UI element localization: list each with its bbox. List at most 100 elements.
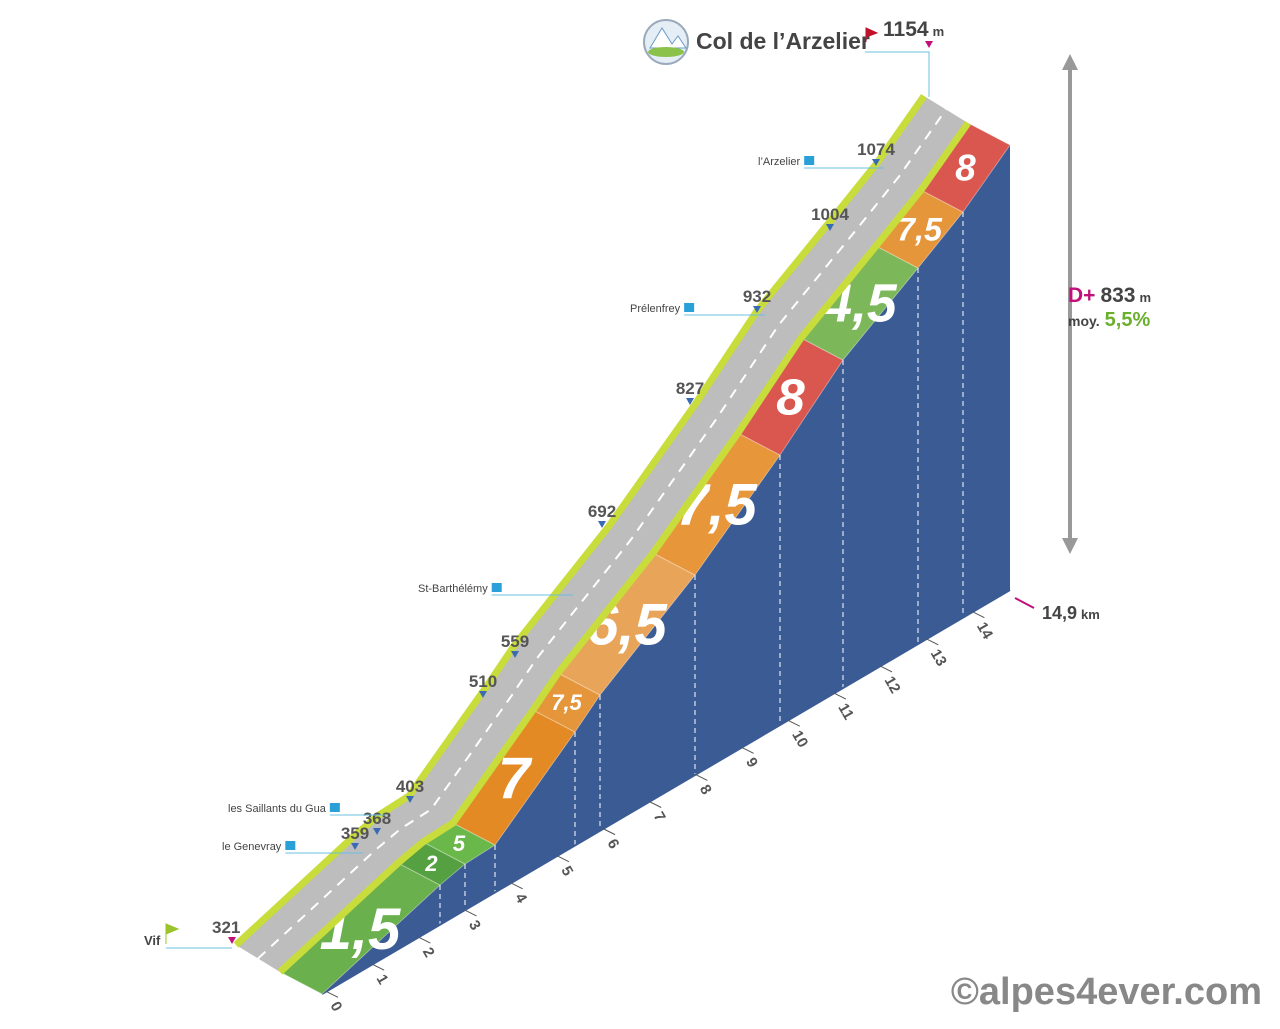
place-icon: [684, 303, 695, 312]
average-label: moy.: [1068, 313, 1100, 329]
km-tick: [556, 855, 570, 863]
km-label: 7: [650, 809, 669, 825]
km-tick: [648, 801, 662, 808]
km-tick: [787, 719, 800, 727]
waypoint-marker: [598, 521, 606, 528]
km-tick: [879, 665, 893, 673]
summit-marker: [925, 41, 933, 48]
waypoint-altitude: 403: [396, 777, 424, 796]
waypoint-marker: [406, 796, 414, 803]
km-label: 14: [973, 619, 996, 643]
waypoint-name: les Saillants du Gua: [228, 803, 327, 815]
road-centre: [257, 108, 947, 960]
km-label: 5: [557, 863, 576, 879]
waypoint-altitude: 1004: [811, 205, 849, 224]
km-label: 12: [881, 673, 904, 696]
km-axis: [321, 589, 1011, 995]
km-label: 11: [834, 701, 857, 723]
average-value: 5,5%: [1105, 309, 1151, 331]
distance-value: 14,9: [1042, 603, 1077, 623]
waypoint-marker: [753, 306, 761, 313]
km-label: 8: [696, 782, 715, 798]
dplus-unit: m: [1139, 290, 1151, 305]
waypoint-altitude: 368: [363, 809, 391, 828]
start-flag: [165, 923, 180, 944]
km-tick: [695, 773, 708, 781]
waypoint-marker: [686, 398, 694, 405]
waypoint-altitude: 359: [341, 824, 369, 843]
waypoint-name: St-Barthélémy: [418, 583, 488, 595]
km-label: 4: [511, 890, 530, 906]
waypoint-altitude: 1074: [857, 140, 895, 159]
km-label: 9: [742, 755, 761, 771]
km-label: 1: [373, 972, 392, 988]
km-label: 0: [327, 999, 346, 1015]
road-edge: [233, 93, 927, 948]
summit-flag: [865, 27, 879, 42]
km-tick: [833, 692, 847, 700]
waypoint-name: Prélenfrey: [630, 303, 681, 315]
start-marker: [228, 937, 236, 944]
km-tick: [510, 882, 523, 890]
km-tick: [371, 963, 385, 971]
km-label: 6: [604, 836, 623, 852]
gradient-label: 8: [955, 147, 976, 188]
place-icon: [491, 583, 502, 592]
mountain-icon: [649, 27, 687, 49]
dplus-label: D+: [1068, 284, 1095, 307]
title: Col de l’Arzelier: [696, 28, 870, 54]
km-label: 3: [465, 917, 484, 933]
gradient-label: 5: [453, 831, 466, 856]
waypoint-altitude: 932: [743, 287, 771, 306]
place-icon: [285, 841, 296, 850]
distance-tick: [1014, 597, 1035, 609]
road: [236, 96, 968, 972]
gradient-label: 8: [776, 368, 805, 425]
waypoint-marker: [872, 159, 880, 166]
profile-side: [322, 145, 1010, 994]
waypoint-name: le Genevray: [222, 841, 282, 853]
waypoint-altitude: 692: [588, 502, 616, 521]
waypoint-altitude: 827: [676, 379, 704, 398]
km-label: 2: [419, 945, 438, 961]
icon-grass: [648, 47, 684, 57]
waypoint-altitude: 559: [501, 632, 529, 651]
gradient-label: 7,5: [551, 690, 582, 715]
km-tick: [926, 638, 939, 646]
road-edge: [277, 120, 971, 975]
waypoint-marker: [511, 651, 519, 658]
km-tick: [602, 828, 616, 836]
summit-altitude-value: 1154: [883, 18, 929, 41]
waypoint-marker: [826, 224, 834, 231]
summit-unit: m: [933, 24, 945, 39]
waypoint-altitude: 510: [469, 672, 497, 691]
place-icon: [329, 803, 340, 812]
place-icon: [804, 156, 815, 165]
start-name: Vif: [144, 933, 161, 948]
summit-leader: [865, 51, 930, 97]
km-tick: [972, 611, 985, 619]
dplus-value: 833: [1100, 284, 1135, 307]
km-label: 13: [927, 646, 950, 669]
distance-unit: km: [1081, 607, 1100, 622]
distance: 14,9 km: [1042, 603, 1100, 623]
waypoint-marker: [479, 691, 487, 698]
km-tick: [418, 936, 431, 944]
start-altitude: 321: [212, 918, 240, 937]
elevation-gain: D+ 833 m: [1068, 284, 1151, 307]
summit-altitude: 1154 m: [883, 18, 944, 41]
gradient-label: 7,5: [897, 211, 943, 247]
km-tick: [464, 909, 477, 917]
km-label: 10: [788, 728, 811, 751]
waypoint-marker: [373, 828, 381, 835]
gradient-label: 2: [424, 851, 438, 876]
waypoint-marker: [351, 843, 359, 850]
km-tick: [325, 990, 339, 998]
average: moy. 5,5%: [1068, 309, 1150, 331]
waypoint-name: l’Arzelier: [758, 156, 801, 168]
km-tick: [741, 746, 754, 754]
